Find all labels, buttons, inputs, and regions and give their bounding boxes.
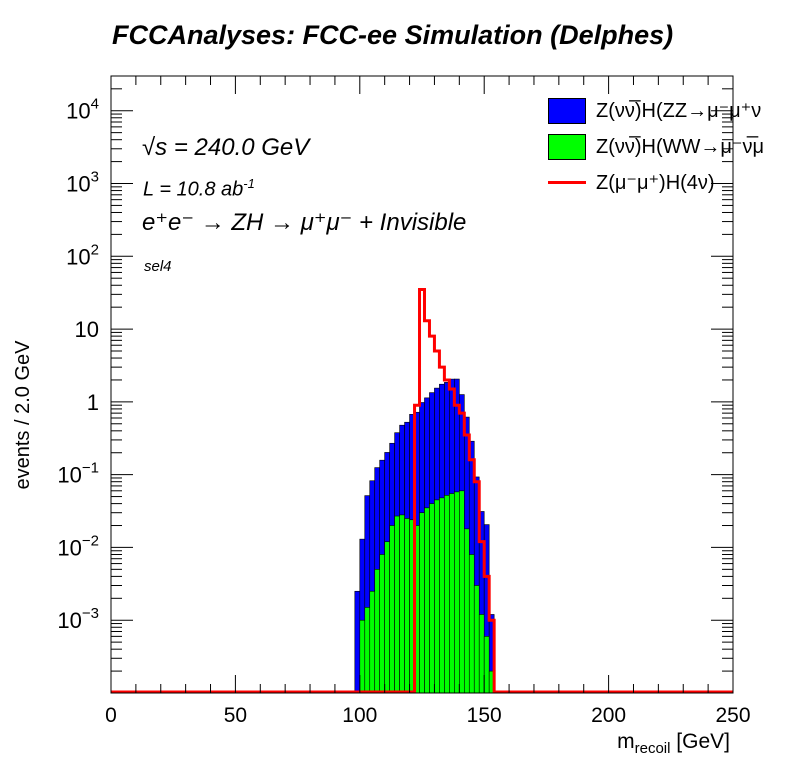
bar-ww-12 (419, 512, 425, 694)
legend-label-ww: Z(νν̅)H(WW→μ⁻ν̅μ (596, 136, 764, 158)
bar-ww-14 (429, 503, 435, 694)
x-tick-label-100: 100 (342, 704, 377, 727)
y-tick-label-1000: 103 (66, 169, 99, 197)
legend-swatch-zz (548, 98, 586, 124)
bar-ww-21 (463, 528, 470, 694)
bar-ww-4 (379, 554, 385, 694)
legend-label-zz: Z(νν̅)H(ZZ→μ⁻μ⁺ν (596, 100, 762, 122)
x-tick-label-0: 0 (105, 704, 117, 727)
bar-ww-5 (384, 541, 390, 694)
y-tick-label-1: 1 (87, 390, 99, 415)
y-tick-label-100: 102 (66, 241, 99, 269)
bar-ww-0 (359, 619, 366, 694)
x-tick-label-250: 250 (715, 704, 750, 727)
sqrt-s-annotation: √s = 240.0 GeV (142, 134, 310, 161)
luminosity-exponent: -1 (243, 176, 255, 191)
y-tick-label-0.1: 10−1 (57, 460, 99, 488)
chart-title: FCCAnalyses: FCC-ee Simulation (Delphes) (112, 20, 674, 50)
x-axis-label: mrecoil [GeV] (617, 730, 730, 757)
selection-annotation: sel4 (144, 258, 172, 275)
legend-label-signal: Z(μ⁻μ⁺)H(4ν) (596, 172, 715, 194)
y-tick-label-10000: 104 (66, 96, 99, 124)
bar-ww-16 (439, 497, 445, 694)
x-tick-label-150: 150 (467, 704, 502, 727)
bar-ww-22 (468, 554, 475, 694)
bar-ww-3 (374, 569, 381, 694)
bar-ww-6 (389, 525, 395, 694)
y-tick-label-0.001: 10−3 (57, 605, 99, 633)
bar-ww-2 (369, 590, 376, 694)
bar-ww-8 (399, 514, 405, 694)
plot-frame (110, 75, 734, 694)
y-tick-label-0.01: 10−2 (57, 532, 99, 560)
bar-ww-9 (404, 518, 410, 694)
bar-ww-25 (483, 636, 490, 694)
bar-ww-15 (434, 499, 440, 694)
y-tick-label-10: 10 (75, 317, 99, 342)
signal-histogram-line (111, 287, 733, 694)
bar-ww-23 (473, 585, 480, 694)
bar-ww-20 (459, 490, 465, 694)
x-axis-label-sub: recoil (634, 740, 671, 758)
process-annotation: e⁺e⁻ → ZH → μ⁺μ⁻ + Invisible (142, 209, 467, 236)
y-axis-label: events / 2.0 GeV (12, 340, 34, 490)
bar-ww-13 (424, 507, 430, 694)
bar-ww-1 (364, 607, 371, 694)
x-axis-label-unit: [GeV] (670, 730, 730, 753)
x-tick-label-200: 200 (591, 704, 626, 727)
bar-ww-7 (394, 515, 400, 694)
bar-ww-17 (444, 495, 450, 694)
bar-ww-19 (454, 491, 460, 694)
x-tick-label-50: 50 (224, 704, 247, 727)
luminosity-annotation: L = 10.8 ab-1 (143, 176, 255, 202)
legend-line-signal (548, 181, 586, 184)
bar-zz-0 (354, 590, 361, 694)
x-axis-label-main: m (617, 730, 635, 753)
bar-ww-18 (449, 493, 455, 694)
bar-ww-24 (478, 614, 485, 694)
legend-swatch-ww (548, 134, 586, 160)
luminosity-main: L = 10.8 ab (143, 178, 244, 201)
